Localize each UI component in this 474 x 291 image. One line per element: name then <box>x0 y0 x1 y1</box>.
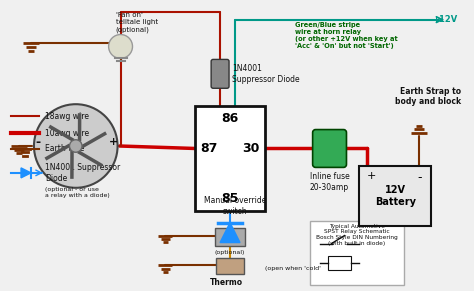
FancyBboxPatch shape <box>313 129 346 167</box>
Text: Earth Strap to
body and block: Earth Strap to body and block <box>395 86 461 106</box>
Bar <box>310 221 404 285</box>
Text: 1N4001 Suppressor
Diode: 1N4001 Suppressor Diode <box>45 163 120 182</box>
Text: 87: 87 <box>201 142 218 155</box>
Text: -: - <box>417 171 421 184</box>
Text: Typical Automotive
SPST Relay Schematic
Bosch Style DIN Numbering
(with built in: Typical Automotive SPST Relay Schematic … <box>316 223 398 246</box>
Text: -: - <box>36 136 40 148</box>
FancyBboxPatch shape <box>211 59 229 88</box>
Polygon shape <box>21 168 31 178</box>
Bar <box>328 256 351 270</box>
Text: Green/Blue stripe
wire at horn relay
(or other +12V when key at
'Acc' & 'On' but: Green/Blue stripe wire at horn relay (or… <box>295 22 397 49</box>
Bar <box>359 166 431 226</box>
Text: 30: 30 <box>242 142 260 155</box>
Text: 'Fan on'
telltale light
(optional): 'Fan on' telltale light (optional) <box>116 12 158 33</box>
Circle shape <box>34 104 118 188</box>
Text: Inline fuse
20-30amp: Inline fuse 20-30amp <box>310 172 349 192</box>
Text: 18awg wire: 18awg wire <box>45 112 89 121</box>
Bar <box>216 258 244 274</box>
Text: 10awg wire: 10awg wire <box>45 129 89 138</box>
Text: 1N4001
Suppressor Diode: 1N4001 Suppressor Diode <box>232 64 300 84</box>
Bar <box>215 228 245 246</box>
Text: (optional - or use
a relay with a diode): (optional - or use a relay with a diode) <box>45 187 109 198</box>
Text: (open when 'cold': (open when 'cold' <box>265 266 321 271</box>
Text: Manual override
switch: Manual override switch <box>204 196 266 216</box>
Polygon shape <box>220 223 240 242</box>
Bar <box>195 106 265 211</box>
Circle shape <box>70 140 82 152</box>
Text: +: + <box>109 137 118 147</box>
Text: 86: 86 <box>221 112 238 125</box>
Text: +: + <box>367 171 376 181</box>
Text: Earth wire: Earth wire <box>45 145 84 153</box>
Text: 12V
Battery: 12V Battery <box>375 185 416 207</box>
Text: 85: 85 <box>221 192 239 205</box>
Text: +12V: +12V <box>432 15 457 24</box>
Text: (optional): (optional) <box>215 249 245 255</box>
Circle shape <box>109 35 133 58</box>
Text: Thermo: Thermo <box>210 278 243 288</box>
